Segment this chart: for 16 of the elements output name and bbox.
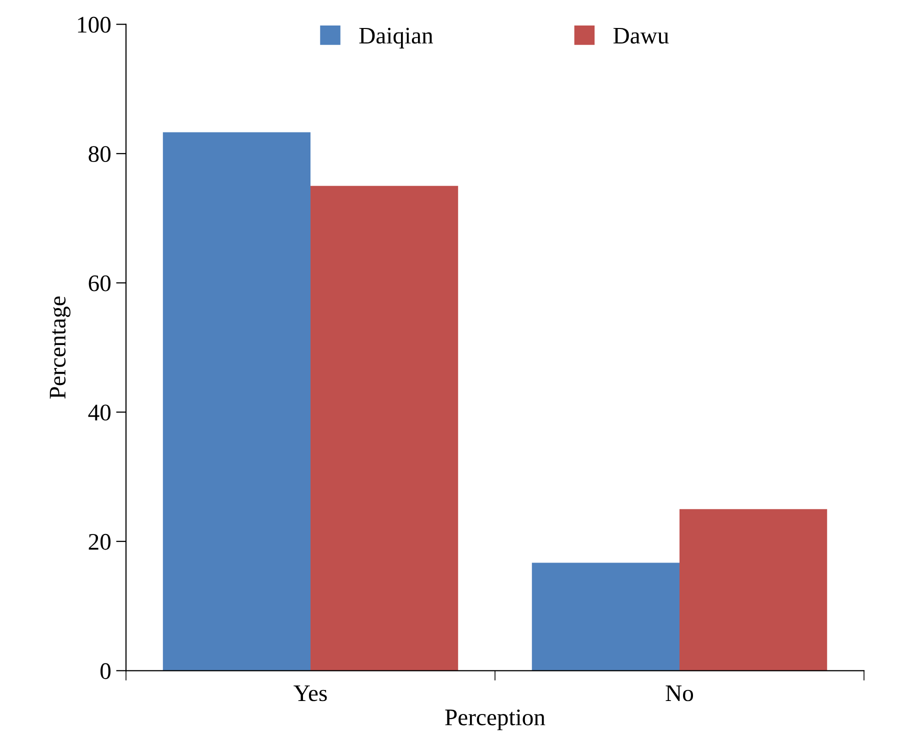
bar [680, 509, 828, 671]
y-tick-label: 60 [88, 275, 111, 292]
y-tick-label: 20 [88, 534, 111, 550]
y-axis-title: Percentage [50, 296, 70, 399]
y-tick-label: 40 [88, 404, 111, 421]
y-tick-label: 80 [88, 146, 111, 162]
y-tick-label: 0 [100, 663, 111, 680]
x-tick-label: Yes [294, 685, 327, 702]
legend-label: Daiqian [359, 28, 433, 48]
x-axis-title: Perception [445, 710, 546, 730]
bar [162, 132, 310, 671]
bar [532, 562, 680, 671]
legend-label: Dawu [613, 28, 669, 44]
bar [310, 186, 458, 671]
y-tick-label: 100 [78, 16, 111, 33]
x-tick-label: No [666, 685, 694, 702]
